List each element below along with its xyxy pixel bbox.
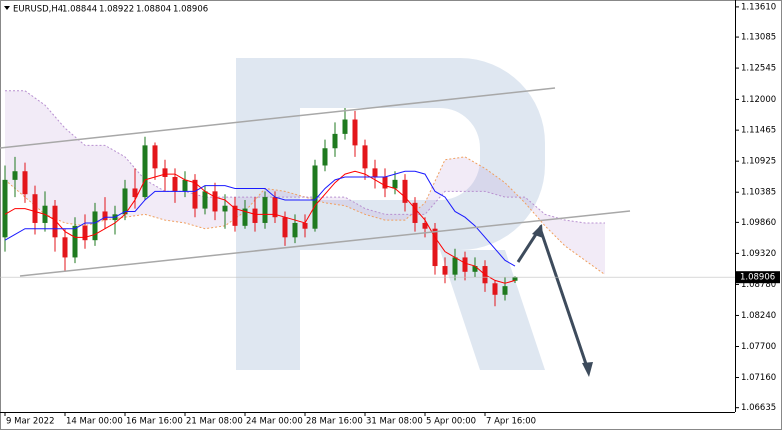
x-tick-label: 14 Mar 00:00	[66, 417, 123, 427]
candle-body	[452, 257, 458, 275]
candle-body	[142, 145, 148, 198]
candle-body	[502, 286, 508, 295]
candle-body	[292, 222, 298, 238]
y-tick-label: 1.08240	[741, 311, 776, 321]
candle-body	[412, 202, 418, 223]
candle-body	[262, 197, 268, 223]
candle-body	[252, 208, 258, 223]
indicator-line	[4, 170, 516, 267]
candle-body	[102, 211, 108, 221]
candle-body	[212, 191, 218, 212]
candle-body	[2, 179, 8, 238]
ohlc-low: 1.08804	[136, 5, 171, 15]
candle-body	[342, 119, 348, 134]
candle-body	[372, 168, 378, 177]
watermark-leg	[440, 250, 545, 370]
x-tick-label: 16 Mar 16:00	[126, 417, 183, 427]
candle-body	[422, 222, 428, 229]
candle-body	[242, 208, 248, 226]
candle-body	[182, 179, 188, 192]
y-tick-label: 1.13610	[741, 2, 776, 12]
price-tag: 1.08906	[740, 273, 775, 283]
candle-body	[192, 179, 198, 209]
y-tick-label: 1.11465	[741, 126, 776, 136]
candle-body	[312, 165, 318, 229]
candle-body	[362, 145, 368, 169]
candle-body	[152, 145, 158, 169]
candle-body	[82, 225, 88, 241]
plot	[2, 90, 606, 307]
y-tick-label: 1.09320	[741, 249, 776, 259]
candle-body	[492, 283, 498, 295]
y-tick-label: 1.07700	[741, 342, 776, 352]
y-tick-label: 1.13085	[741, 33, 776, 43]
candle-body	[382, 176, 388, 189]
candle-body	[432, 228, 438, 267]
x-tick-label: 21 Mar 08:00	[186, 417, 243, 427]
candle-body	[222, 205, 228, 212]
candle-body	[332, 133, 338, 149]
y-tick-label: 1.08780	[741, 280, 776, 290]
x-tick-label: 24 Mar 00:00	[246, 417, 303, 427]
y-tick-label: 1.10385	[741, 188, 776, 198]
y-tick-label: 1.06635	[741, 403, 776, 413]
candle-body	[512, 277, 518, 281]
candle-body	[62, 237, 68, 258]
symbol: EURUSD,H4	[13, 5, 63, 15]
candle-body	[122, 188, 128, 215]
candle-body	[442, 266, 448, 275]
ohlc-close: 1.08906	[173, 5, 208, 15]
y-tick-label: 1.12545	[741, 64, 776, 74]
y-tick-label: 1.10925	[741, 157, 776, 167]
menu-triangle[interactable]	[4, 6, 10, 10]
x-tick-label: 28 Mar 16:00	[306, 417, 363, 427]
ohlc-high: 1.08922	[99, 5, 134, 15]
indicator-line	[4, 170, 516, 284]
channel-lower	[19, 210, 631, 277]
candle-body	[92, 211, 98, 241]
candle-body	[162, 168, 168, 177]
candle-body	[392, 179, 398, 189]
x-tick-label: 9 Mar 2022	[6, 417, 54, 427]
candle-body	[32, 194, 38, 223]
ohlc-open: 1.08844	[62, 5, 97, 15]
x-tick-label: 5 Apr 00:00	[426, 417, 476, 427]
y-tick-label: 1.07160	[741, 373, 776, 383]
price-tag-bg	[736, 271, 780, 284]
channel-upper	[0, 87, 556, 149]
candle-body	[302, 222, 308, 229]
x-tick-label: 7 Apr 16:00	[486, 417, 536, 427]
candle-body	[352, 119, 358, 146]
candle-body	[12, 171, 18, 180]
candle-body	[22, 171, 28, 195]
candle-body	[462, 257, 468, 272]
cloud-span-b	[5, 90, 605, 224]
candle-body	[172, 176, 178, 192]
candle-body	[322, 148, 328, 166]
watermark	[236, 58, 545, 370]
y-tick-label: 1.12000	[741, 95, 776, 105]
x-tick-label: 31 Mar 08:00	[366, 417, 423, 427]
candle-body	[472, 266, 478, 272]
candle-body	[52, 205, 58, 238]
candle-body	[72, 225, 78, 258]
candle-body	[282, 217, 288, 238]
candle-body	[272, 197, 278, 218]
y-tick-label: 1.09860	[741, 218, 776, 228]
candle-body	[402, 179, 408, 203]
candle-body	[232, 205, 238, 226]
watermark-bowl	[300, 58, 545, 250]
candle-body	[132, 188, 138, 198]
candle-body	[202, 191, 208, 209]
